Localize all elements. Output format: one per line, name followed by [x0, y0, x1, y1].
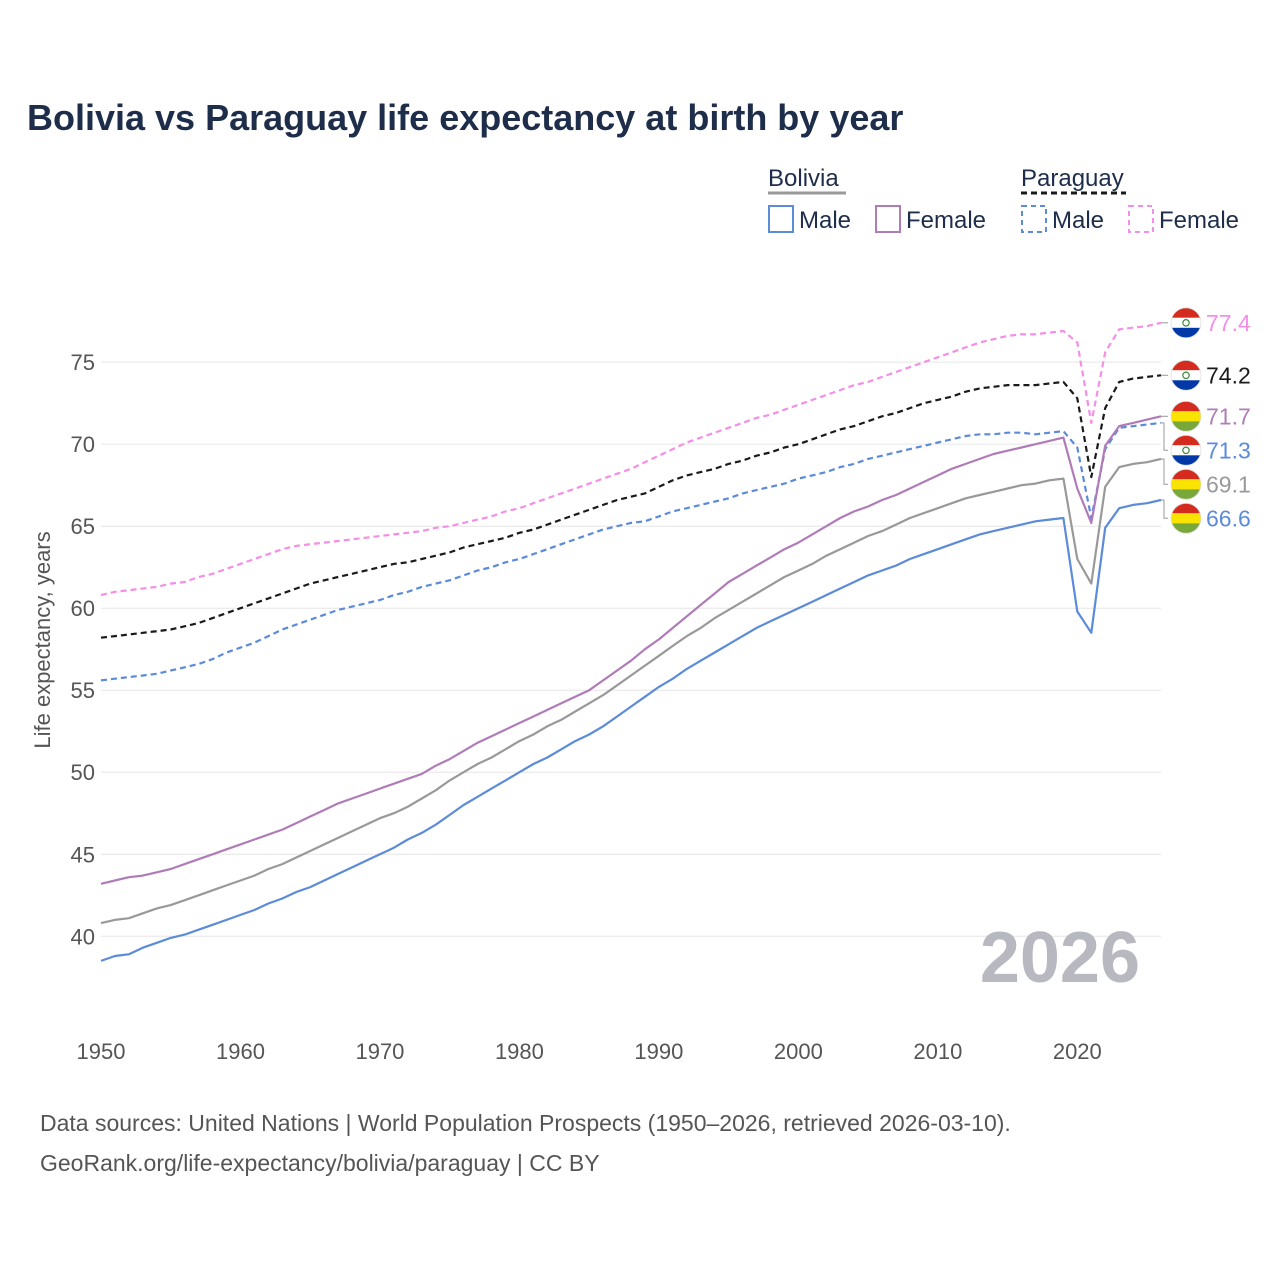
y-tick-label: 65 — [71, 514, 95, 539]
connector-paraguay-male — [1161, 422, 1168, 451]
current-year-watermark: 2026 — [980, 918, 1140, 998]
paraguay-flag-icon — [1170, 359, 1202, 391]
y-tick-label: 70 — [71, 432, 95, 457]
line-paraguay-male — [100, 421, 1162, 682]
x-tick-label: 2010 — [913, 1039, 962, 1064]
flag-border — [1170, 502, 1202, 534]
legend-bolivia-female-label: Female — [906, 207, 986, 234]
footer-source: Data sources: United Nations | World Pop… — [40, 1110, 1011, 1136]
flag-border — [1170, 468, 1202, 500]
legend-paraguay-female-swatch — [1128, 205, 1154, 233]
y-tick-label: 40 — [71, 924, 95, 949]
flag-stripe — [1171, 317, 1201, 328]
line-bolivia — [100, 457, 1162, 925]
line-paraguay-female — [100, 321, 1162, 597]
bolivia-flag-icon — [1170, 468, 1202, 500]
flag-border — [1170, 434, 1202, 466]
flag-stripe — [1171, 307, 1201, 318]
legend-bolivia-male-label: Male — [799, 207, 851, 234]
end-label-bolivia-female: 71.7 — [1206, 403, 1251, 429]
end-label-paraguay-male: 71.3 — [1206, 437, 1251, 463]
end-labels: 77.4 74.2 71.7 71.3 69.1 66.6 — [1161, 307, 1251, 534]
flag-stripe — [1171, 411, 1201, 422]
flag-stripe — [1171, 421, 1201, 432]
x-axis-ticks: 1950 1960 1970 1980 1990 2000 2010 2020 — [77, 1039, 1102, 1064]
x-tick-label: 1980 — [495, 1039, 544, 1064]
flag-stripe — [1171, 435, 1201, 446]
x-tick-label: 2000 — [774, 1039, 823, 1064]
y-tick-label: 60 — [71, 596, 95, 621]
flag-stripe — [1171, 469, 1201, 480]
footer-url[interactable]: GeoRank.org/life-expectancy/bolivia/para… — [40, 1150, 600, 1176]
bolivia-flag-icon — [1170, 400, 1202, 432]
legend-paraguay-male-swatch — [1021, 205, 1047, 233]
flag-stripe — [1171, 523, 1201, 534]
end-label-paraguay: 74.2 — [1206, 362, 1251, 388]
flag-stripe — [1171, 503, 1201, 514]
x-tick-label: 2020 — [1053, 1039, 1102, 1064]
flag-stripe — [1171, 360, 1201, 371]
legend-paraguay-female-label: Female — [1159, 207, 1239, 234]
x-tick-label: 1970 — [355, 1039, 404, 1064]
flag-stripe — [1171, 327, 1201, 338]
connector-bolivia — [1161, 458, 1168, 485]
flag-border — [1170, 400, 1202, 432]
flag-stripe — [1171, 445, 1201, 456]
paraguay-flag-icon — [1170, 434, 1202, 466]
y-axis-label: Life expectancy, years — [30, 531, 55, 748]
y-axis-ticks: 40 45 50 55 60 65 70 75 — [71, 350, 95, 949]
gridlines — [101, 361, 1161, 937]
chart-title: Bolivia vs Paraguay life expectancy at b… — [27, 97, 903, 138]
flag-stripe — [1171, 455, 1201, 466]
flag-emblem — [1182, 446, 1190, 455]
flag-border — [1170, 359, 1202, 391]
flag-stripe — [1171, 380, 1201, 391]
legend-group-bolivia[interactable]: Bolivia Male Female — [768, 165, 986, 234]
flag-stripe — [1171, 401, 1201, 412]
y-tick-label: 45 — [71, 842, 95, 867]
x-tick-label: 1950 — [77, 1039, 126, 1064]
legend-group-paraguay[interactable]: Paraguay Male Female — [1021, 165, 1239, 234]
paraguay-flag-icon — [1170, 307, 1202, 339]
y-tick-label: 75 — [71, 350, 95, 375]
end-label-bolivia-male: 66.6 — [1206, 505, 1251, 531]
end-label-bolivia: 69.1 — [1206, 471, 1251, 497]
legend[interactable]: Bolivia Male Female Paraguay Male Female — [768, 165, 1239, 234]
flag-stripe — [1171, 489, 1201, 500]
legend-group-paraguay-label: Paraguay — [1021, 165, 1124, 192]
legend-bolivia-male-swatch — [768, 205, 794, 233]
legend-bolivia-female-swatch — [875, 205, 901, 233]
line-bolivia-male — [100, 498, 1162, 962]
x-tick-label: 1960 — [216, 1039, 265, 1064]
y-tick-label: 50 — [71, 760, 95, 785]
line-bolivia-female — [100, 415, 1162, 885]
bolivia-flag-icon — [1170, 502, 1202, 534]
x-tick-label: 1990 — [634, 1039, 683, 1064]
legend-group-bolivia-label: Bolivia — [768, 165, 839, 192]
y-tick-label: 55 — [71, 678, 95, 703]
flag-stripe — [1171, 479, 1201, 490]
series-lines — [100, 321, 1162, 962]
flag-border — [1170, 307, 1202, 339]
connector-bolivia-male — [1161, 499, 1168, 519]
flag-emblem — [1182, 319, 1190, 327]
legend-paraguay-male-label: Male — [1052, 207, 1104, 234]
end-label-paraguay-female: 77.4 — [1206, 310, 1251, 336]
flag-emblem — [1182, 371, 1190, 380]
flag-stripe — [1171, 370, 1201, 381]
flag-stripe — [1171, 513, 1201, 524]
line-paraguay — [100, 374, 1162, 639]
